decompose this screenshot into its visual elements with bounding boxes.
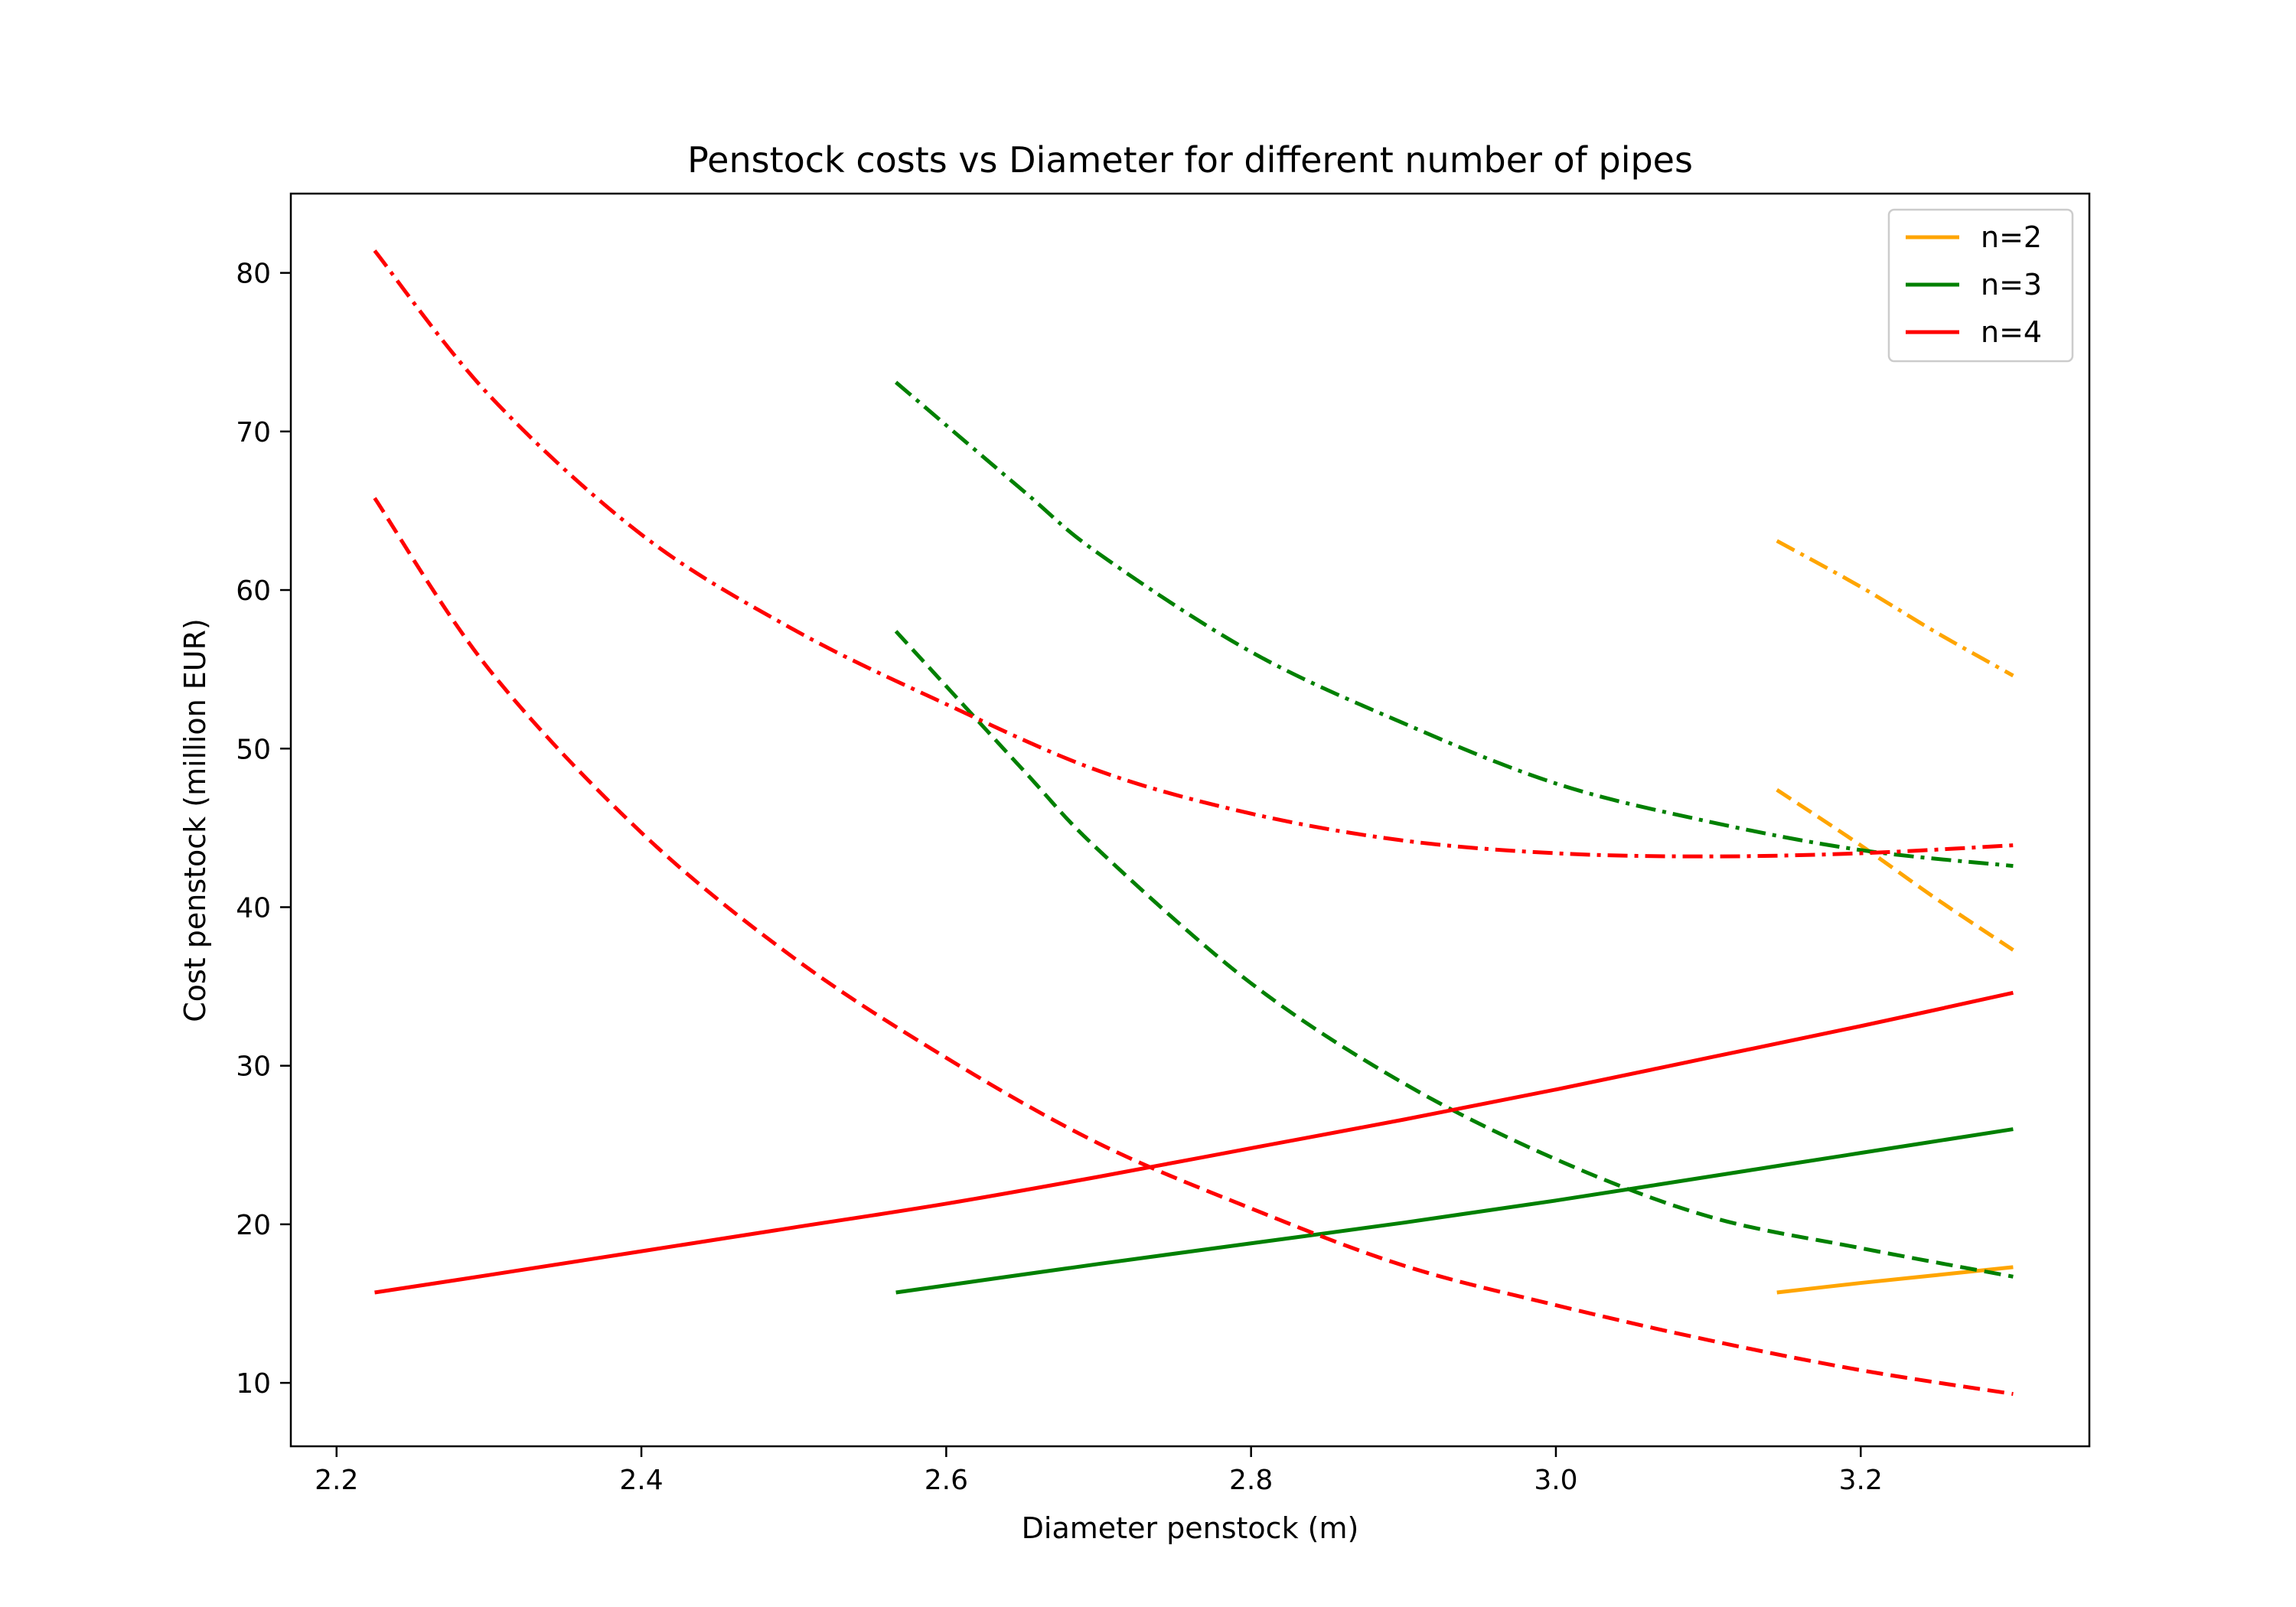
legend-label: n=4 — [1981, 315, 2042, 349]
x-tick-label: 2.2 — [315, 1465, 358, 1496]
y-tick-label: 20 — [236, 1210, 271, 1241]
series-line-n4-solid — [374, 990, 2014, 1295]
y-tick-label: 70 — [236, 417, 271, 448]
y-tick-label: 50 — [236, 734, 271, 765]
legend: n=2 n=3 n=4 — [1887, 208, 2074, 363]
y-tick-label: 80 — [236, 259, 271, 290]
x-axis-label: Diameter penstock (m) — [1022, 1511, 1359, 1545]
series-line-n4-dashdot — [373, 249, 2014, 859]
legend-entries: n=2 n=3 n=4 — [1906, 220, 2042, 349]
y-tick-label: 30 — [236, 1051, 271, 1083]
series-line-n4-dashed — [373, 497, 2014, 1397]
series-line-n2-solid — [1776, 1265, 2014, 1295]
x-tick-label: 2.8 — [1229, 1465, 1273, 1496]
y-tick-label: 60 — [236, 575, 271, 607]
x-tick-label: 2.6 — [925, 1465, 968, 1496]
y-axis-label: Cost penstock (million EUR) — [178, 618, 212, 1022]
y-tick-label: 10 — [236, 1368, 271, 1400]
legend-box — [1887, 208, 2074, 363]
y-axis-ticks: 10 20 30 40 50 60 70 80 — [236, 259, 291, 1400]
plot-lines — [373, 249, 2014, 1397]
series-line-n3-dashed — [894, 630, 2014, 1279]
legend-label: n=2 — [1981, 220, 2042, 254]
x-axis-ticks: 2.2 2.4 2.6 2.8 3.0 3.2 — [315, 1446, 1883, 1496]
series-line-n2-dashdot — [1776, 539, 2014, 678]
y-tick-label: 40 — [236, 892, 271, 924]
series-line-n3-dashdot — [895, 380, 2014, 869]
x-tick-label: 3.2 — [1839, 1465, 1883, 1496]
x-tick-label: 2.4 — [619, 1465, 663, 1496]
x-tick-label: 3.0 — [1534, 1465, 1577, 1496]
plot-area-frame — [289, 192, 2091, 1448]
series-line-n3-solid — [895, 1127, 2014, 1295]
chart-title: Penstock costs vs Diameter for different… — [687, 139, 1693, 181]
legend-label: n=3 — [1981, 268, 2042, 302]
